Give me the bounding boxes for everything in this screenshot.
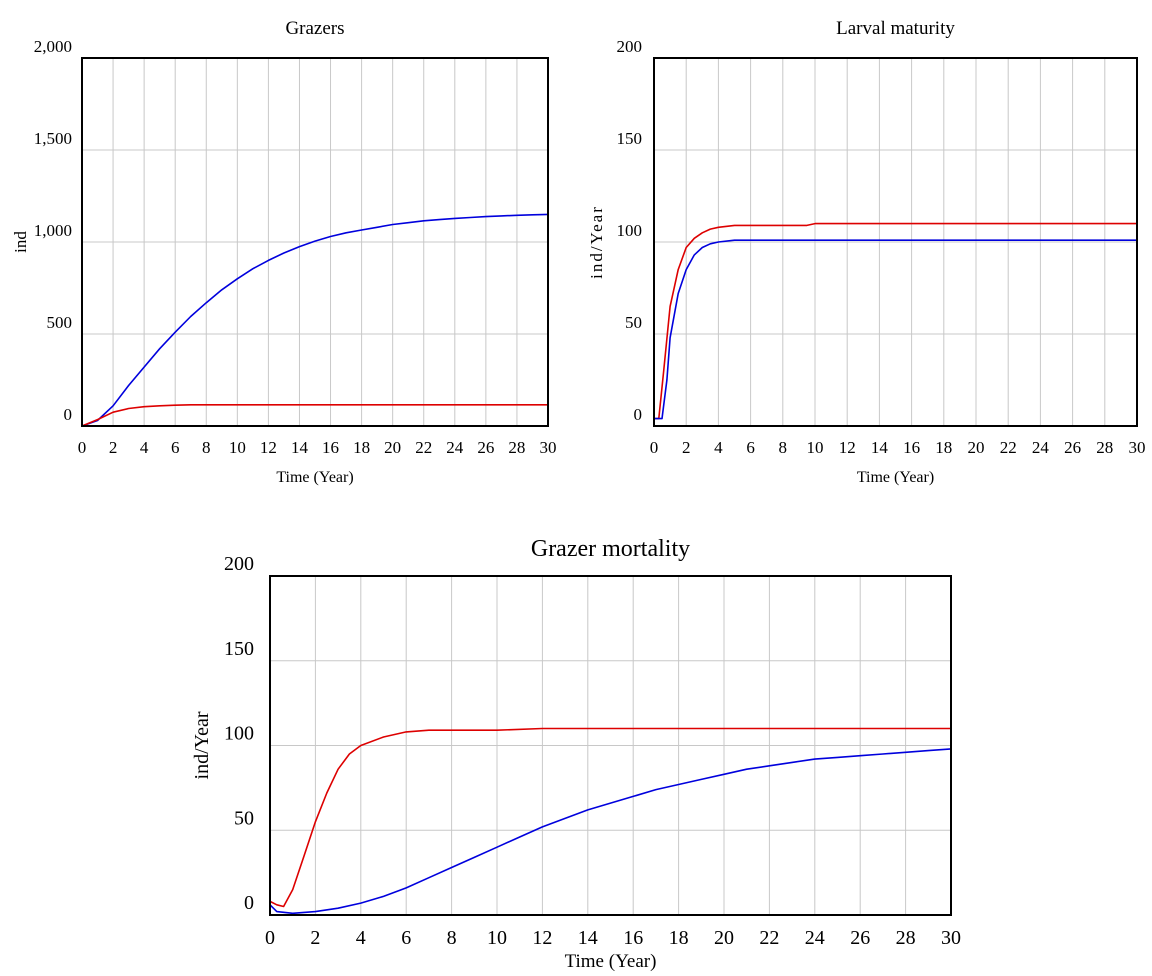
grazer-mortality-x-tick-label: 4: [356, 927, 366, 949]
grazer-mortality-x-tick-label: 28: [896, 927, 916, 949]
grazer-mortality-x-tick-label: 30: [941, 927, 961, 949]
larval-maturity-x-tick-label: 0: [650, 438, 659, 457]
grazer-mortality-x-tick-label: 20: [714, 927, 734, 949]
grazer-mortality-x-tick-label: 2: [310, 927, 320, 949]
grazer-mortality-x-tick-label: 12: [532, 927, 552, 949]
larval-maturity-x-axis-label: Time (Year): [857, 469, 934, 486]
grazers-x-tick-label: 14: [291, 438, 309, 457]
grazers-y-tick-label: 500: [47, 313, 73, 332]
grazer-mortality-y-tick-label: 150: [224, 638, 254, 660]
grazer-mortality-title: Grazer mortality: [531, 536, 690, 562]
larval-maturity-x-tick-label: 8: [779, 438, 788, 457]
grazers-x-tick-label: 6: [171, 438, 180, 457]
grazers-x-tick-label: 30: [540, 438, 557, 457]
larval-maturity-title: Larval maturity: [836, 18, 955, 39]
grazer-mortality-x-tick-label: 10: [487, 927, 507, 949]
grazers-x-axis-label: Time (Year): [276, 469, 353, 486]
grazers-x-tick-label: 8: [202, 438, 211, 457]
grazers-x-tick-label: 0: [78, 438, 87, 457]
larval-maturity-x-tick-label: 30: [1129, 438, 1146, 457]
larval-maturity-y-tick-label: 150: [617, 129, 643, 148]
larval-maturity-x-tick-label: 6: [746, 438, 755, 457]
larval-maturity-x-tick-label: 22: [1000, 438, 1017, 457]
grazer-mortality-x-tick-label: 18: [669, 927, 689, 949]
grazers-x-tick-label: 22: [415, 438, 432, 457]
grazer-mortality-series-2: [269, 748, 952, 915]
larval-maturity-x-tick-label: 16: [903, 438, 920, 457]
larval-maturity-x-tick-label: 24: [1032, 438, 1050, 457]
grazer-mortality-plot-frame: [269, 575, 952, 916]
larval-maturity-x-tick-label: 28: [1096, 438, 1113, 457]
grazers-y-axis-label: ind: [11, 231, 30, 253]
grazers-x-tick-label: 2: [109, 438, 118, 457]
larval-maturity-y-tick-label: 50: [625, 313, 642, 332]
larval-maturity-y-tick-label: 200: [617, 37, 643, 56]
grazer-mortality-x-tick-label: 6: [401, 927, 411, 949]
grazer-mortality-x-tick-label: 16: [623, 927, 643, 949]
larval-maturity-x-tick-label: 18: [935, 438, 952, 457]
grazers-x-tick-label: 28: [508, 438, 525, 457]
chart-grazers-svg: 0 2 4 6 8 10 12 14 16 18 20 22 24 26 28 3005001,0001,50…: [11, 18, 557, 486]
grazers-x-tick-label: 4: [140, 438, 149, 457]
grazers-title: Grazers: [285, 18, 344, 39]
grazers-y-tick-label: 1,000: [34, 221, 72, 240]
larval-maturity-plot-frame: [653, 57, 1138, 427]
grazer-mortality-y-axis-label: ind/Year: [191, 711, 213, 779]
chart-larval-maturity: 0 2 4 6 8 10 12 14 16 18 20 22 24 26 28 30 0 50 100 150 200 L…: [576, 0, 1152, 495]
larval-maturity-x-tick-label: 12: [839, 438, 856, 457]
grazers-x-tick-label: 16: [322, 438, 339, 457]
grazer-mortality-x-axis-label: Time (Year): [565, 951, 657, 972]
grazers-y-tick-label: 1,500: [34, 129, 72, 148]
larval-maturity-series-2: [654, 239, 1137, 420]
chart-larval-maturity-svg: 0 2 4 6 8 10 12 14 16 18 20 22 24 26 28 30050100150200L…: [587, 18, 1146, 486]
grazer-mortality-series-1: [269, 727, 951, 908]
grazers-y-tick-label: 2,000: [34, 37, 72, 56]
larval-maturity-x-tick-label: 2: [682, 438, 691, 457]
chart-grazer-mortality: 0 2 4 6 8 10 12 14 16 18 20 22 24 26 28 30 0 50 100 150 200 G…: [150, 530, 970, 976]
larval-maturity-x-tick-label: 14: [871, 438, 889, 457]
grazer-mortality-x-tick-label: 24: [805, 927, 825, 949]
larval-maturity-series-1: [654, 222, 1137, 420]
larval-maturity-x-tick-label: 10: [807, 438, 824, 457]
larval-maturity-y-tick-label: 0: [634, 405, 643, 424]
grazers-series-2: [81, 404, 548, 427]
grazers-series-1: [81, 213, 549, 427]
grazers-plot-frame: [81, 57, 549, 427]
grazers-x-tick-label: 26: [477, 438, 494, 457]
grazer-mortality-y-tick-label: 100: [224, 723, 254, 745]
grazer-mortality-y-tick-label: 200: [224, 553, 254, 575]
chart-grazers: 0 2 4 6 8 10 12 14 16 18 20 22 24 26 28 30 0 500 1,000 1,50…: [0, 0, 576, 495]
grazer-mortality-x-tick-label: 26: [850, 927, 870, 949]
grazer-mortality-y-tick-label: 50: [234, 807, 254, 829]
grazers-x-tick-label: 12: [260, 438, 277, 457]
chart-grazer-mortality-svg: 0 2 4 6 8 10 12 14 16 18 20 22 24 26 28 30050100150200G…: [191, 536, 961, 972]
grazers-x-tick-label: 24: [446, 438, 464, 457]
larval-maturity-x-tick-label: 20: [968, 438, 985, 457]
grazers-x-tick-label: 10: [229, 438, 246, 457]
grazers-y-tick-label: 0: [64, 405, 73, 424]
grazers-x-tick-label: 20: [384, 438, 401, 457]
grazers-x-tick-label: 18: [353, 438, 370, 457]
grazer-mortality-x-tick-label: 0: [265, 927, 275, 949]
larval-maturity-x-tick-label: 26: [1064, 438, 1081, 457]
larval-maturity-x-tick-label: 4: [714, 438, 723, 457]
grazer-mortality-x-tick-label: 22: [759, 927, 779, 949]
larval-maturity-y-axis-label: ind/Year: [587, 205, 606, 279]
grazer-mortality-y-tick-label: 0: [244, 892, 254, 914]
grazer-mortality-x-tick-label: 8: [447, 927, 457, 949]
grazer-mortality-x-tick-label: 14: [578, 927, 598, 949]
larval-maturity-y-tick-label: 100: [617, 221, 643, 240]
